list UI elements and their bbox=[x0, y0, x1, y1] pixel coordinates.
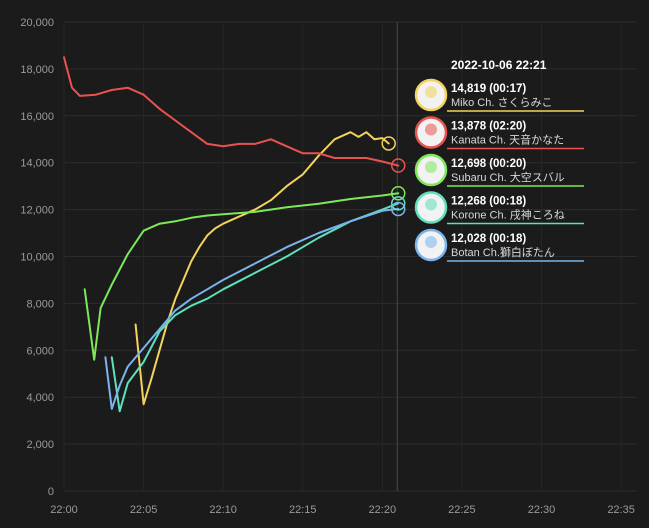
tooltip-value: 14,819 (00:17) bbox=[451, 83, 526, 95]
series-lines[interactable] bbox=[63, 56, 400, 413]
y-tick-label: 6,000 bbox=[26, 345, 54, 357]
y-tick-label: 4,000 bbox=[26, 392, 54, 404]
tooltip-count: 13,878 bbox=[451, 121, 487, 133]
x-axis-ticks: 22:00 22:05 22:10 22:15 22:20 22:25 22:30 22:35 bbox=[50, 504, 635, 516]
tooltip-value: 12,268 (00:18) bbox=[451, 196, 526, 208]
y-tick-label: 18,000 bbox=[20, 64, 54, 76]
tooltip-count: 14,819 bbox=[451, 83, 486, 95]
tooltip-duration: (00:18) bbox=[489, 233, 526, 245]
x-tick-label: 22:20 bbox=[369, 504, 397, 516]
tooltip-count: 12,698 bbox=[451, 158, 487, 170]
tooltip-item: 12,268 (00:18)Korone Ch. 戌神ころね bbox=[414, 191, 584, 225]
series-end-marker-0[interactable] bbox=[381, 136, 396, 151]
tooltip-duration: (00:17) bbox=[489, 83, 526, 95]
series-end-marker-1[interactable] bbox=[391, 158, 406, 173]
tooltip-value: 12,028 (00:18) bbox=[451, 233, 526, 245]
tooltip-channel-name: Subaru Ch. 大空スバル bbox=[451, 170, 565, 184]
tooltip-duration: (00:18) bbox=[489, 196, 526, 208]
y-tick-label: 16,000 bbox=[20, 111, 54, 123]
avatar-face-icon bbox=[425, 123, 437, 136]
x-tick-label: 22:15 bbox=[289, 504, 317, 516]
y-axis-ticks: 0 2,000 4,000 6,000 8,000 10,000 12,000 14,000 1… bbox=[20, 17, 54, 498]
x-tick-label: 22:35 bbox=[607, 504, 635, 516]
tooltip-value: 13,878 (02:20) bbox=[451, 121, 526, 133]
x-tick-label: 22:25 bbox=[448, 504, 476, 516]
tooltip-item: 12,698 (00:20)Subaru Ch. 大空スバル bbox=[414, 153, 584, 187]
series-line-3[interactable] bbox=[110, 202, 400, 413]
avatar-face-icon bbox=[425, 161, 437, 173]
y-tick-label: 10,000 bbox=[20, 252, 54, 264]
x-tick-label: 22:00 bbox=[50, 504, 78, 516]
grid-lines bbox=[63, 21, 637, 492]
y-tick-label: 8,000 bbox=[26, 298, 54, 310]
tooltip-channel-name: Kanata Ch. 天音かなた bbox=[451, 133, 564, 147]
series-end-markers[interactable] bbox=[381, 136, 406, 217]
avatar-face-icon bbox=[425, 198, 437, 211]
series-line-2[interactable] bbox=[83, 192, 400, 361]
y-tick-label: 20,000 bbox=[20, 17, 54, 29]
tooltip-value: 12,698 (00:20) bbox=[451, 158, 526, 170]
tooltip-count: 12,268 bbox=[451, 196, 487, 208]
avatar-face-icon bbox=[425, 236, 437, 248]
tooltip-item: 13,878 (02:20)Kanata Ch. 天音かなた bbox=[414, 116, 584, 150]
y-tick-label: 2,000 bbox=[26, 439, 54, 451]
avatar-face-icon bbox=[425, 86, 437, 98]
tooltip-duration: (00:20) bbox=[489, 158, 526, 170]
tooltip-channel-name: Miko Ch. さくらみこ bbox=[451, 96, 552, 109]
tooltip-count: 12,028 bbox=[451, 233, 487, 245]
x-tick-label: 22:10 bbox=[209, 504, 237, 516]
tooltip-channel-name: Korone Ch. 戌神ころね bbox=[451, 208, 565, 222]
series-end-marker-3[interactable] bbox=[391, 196, 406, 211]
x-tick-label: 22:05 bbox=[130, 504, 158, 516]
y-tick-label: 12,000 bbox=[20, 205, 54, 217]
tooltip-timestamp: 2022-10-06 22:21 bbox=[451, 58, 547, 72]
tooltip-duration: (02:20) bbox=[489, 121, 526, 133]
y-tick-label: 14,000 bbox=[20, 158, 54, 170]
series-line-1[interactable] bbox=[63, 56, 400, 167]
hover-tooltip: 2022-10-06 22:21 14,819 (00:17)Miko Ch. さ… bbox=[414, 58, 584, 262]
tooltip-channel-name: Botan Ch.獅白ぼたん bbox=[451, 245, 555, 259]
series-end-marker-2[interactable] bbox=[391, 185, 406, 201]
tooltip-item: 12,028 (00:18)Botan Ch.獅白ぼたん bbox=[414, 228, 584, 262]
tooltip-item: 14,819 (00:17)Miko Ch. さくらみこ bbox=[414, 78, 584, 112]
x-tick-label: 22:30 bbox=[528, 504, 556, 516]
y-tick-label: 0 bbox=[48, 486, 54, 498]
series-line-4[interactable] bbox=[104, 207, 400, 410]
series-end-marker-4[interactable] bbox=[391, 201, 406, 217]
